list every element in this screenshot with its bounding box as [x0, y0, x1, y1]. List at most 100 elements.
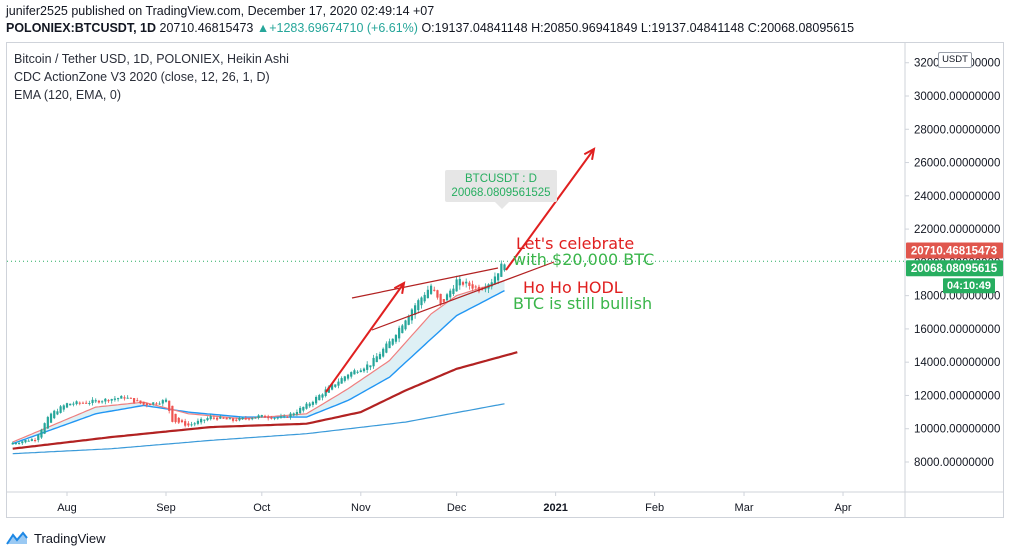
candle-body	[260, 415, 263, 417]
candle-body	[423, 294, 426, 302]
candle-body	[129, 397, 132, 399]
candle-body	[442, 299, 445, 302]
candle-body	[174, 413, 177, 423]
legend-title: Bitcoin / Tether USD, 1D, POLONIEX, Heik…	[14, 52, 289, 66]
arrow-up-2	[505, 148, 595, 271]
candle-body	[474, 286, 477, 288]
candle-body	[17, 442, 21, 444]
candle-body	[417, 300, 420, 311]
candle-body	[65, 403, 69, 408]
arrow-up-1	[325, 282, 405, 393]
candle-body	[283, 416, 286, 418]
candle-body	[433, 289, 436, 291]
x-tick-label: Mar	[735, 502, 754, 514]
candle-body	[500, 263, 503, 277]
tooltip-value: 20068.0809561525	[451, 187, 551, 199]
currency-badge[interactable]: USDT	[938, 52, 972, 68]
candle-body	[407, 315, 410, 325]
ohlc-low: L:19137.04841148	[640, 21, 745, 35]
candle-body	[33, 440, 37, 442]
candle-body	[382, 348, 385, 357]
candle-body	[308, 403, 311, 407]
candle-body	[378, 353, 382, 360]
y-tick-label: 22000.00000000	[914, 224, 1000, 236]
candle-body	[78, 402, 81, 404]
up-arrow-icon: ▲	[256, 21, 270, 35]
candle-body	[21, 441, 24, 444]
candle-body	[85, 402, 88, 404]
y-tick-label: 28000.00000000	[914, 124, 1000, 136]
annotation-celebrate-1: Let's celebrate	[516, 234, 634, 253]
candle-body	[465, 281, 468, 284]
candle-body	[136, 400, 139, 402]
candle-body	[215, 417, 219, 420]
candle-body	[69, 403, 72, 406]
candle-body	[180, 420, 184, 423]
candle-body	[292, 413, 295, 416]
candle-body	[295, 412, 299, 415]
candle-body	[461, 282, 465, 285]
candle-body	[375, 356, 378, 363]
candle-body	[346, 374, 350, 379]
tooltip-label: BTCUSDT : D	[465, 173, 537, 185]
candle-body	[200, 418, 203, 423]
candle-body	[468, 282, 471, 286]
candle-body	[40, 429, 43, 438]
arrow-up-1-head	[393, 281, 406, 295]
legend-indicator-cdc: CDC ActionZone V3 2020 (close, 12, 26, 1…	[14, 70, 270, 84]
y-tick-label: 10000.00000000	[914, 424, 1000, 436]
candle-body	[413, 305, 417, 315]
x-tick-label: Oct	[253, 502, 270, 514]
candle-body	[46, 417, 49, 429]
candle-body	[238, 417, 241, 421]
candle-body	[471, 284, 474, 289]
candle-body	[449, 290, 452, 298]
candle-body	[401, 325, 404, 334]
candle-body	[148, 404, 152, 406]
arrow-up-2-head	[583, 147, 596, 161]
candle-body	[372, 357, 375, 367]
candle-body	[30, 439, 33, 441]
trendline-lower	[371, 261, 555, 331]
candle-body	[314, 396, 318, 404]
tradingview-logo[interactable]: TradingView	[6, 528, 106, 548]
y-tick-label: 12000.00000000	[914, 390, 1000, 402]
tooltip-pointer-icon	[495, 202, 509, 209]
trendline-upper	[351, 267, 499, 299]
candle-body	[490, 282, 493, 287]
x-tick-label: Dec	[447, 502, 467, 514]
y-tick-label: 8000.00000000	[914, 457, 994, 469]
y-tick-label: 18000.00000000	[914, 291, 1000, 303]
candle-body	[391, 338, 394, 345]
candle-body	[276, 417, 279, 419]
candle-body	[337, 381, 340, 386]
y-tick-label: 16000.00000000	[914, 324, 1000, 336]
candle-body	[359, 370, 362, 373]
candle-body	[212, 417, 216, 419]
candle-body	[206, 418, 209, 421]
price-change: +1283.69674710 (+6.61%)	[269, 21, 418, 35]
candle-body	[289, 413, 292, 418]
published-text: junifer2525 published on TradingView.com…	[6, 4, 435, 18]
x-tick-label: Aug	[57, 502, 77, 514]
candle-body	[193, 423, 196, 425]
ohlc-open: O:19137.04841148	[421, 21, 528, 35]
candle-body	[177, 417, 180, 423]
candle-body	[59, 406, 62, 413]
x-tick-label: Nov	[351, 502, 371, 514]
marks-layer	[7, 260, 905, 455]
candle-body	[37, 434, 40, 441]
candle-body	[343, 376, 346, 381]
chart-frame	[6, 42, 1004, 518]
candle-body	[394, 335, 398, 342]
last-price-label: 20710.46815473	[911, 246, 997, 258]
candle-body	[497, 273, 500, 281]
y-tick-label: 14000.00000000	[914, 357, 1000, 369]
candle-body	[187, 423, 190, 426]
candle-body	[311, 401, 315, 405]
annotation-hodl: Ho Ho HODL	[523, 278, 623, 297]
candle-body	[24, 440, 27, 443]
candle-body	[27, 440, 30, 442]
candle-body	[116, 398, 120, 400]
